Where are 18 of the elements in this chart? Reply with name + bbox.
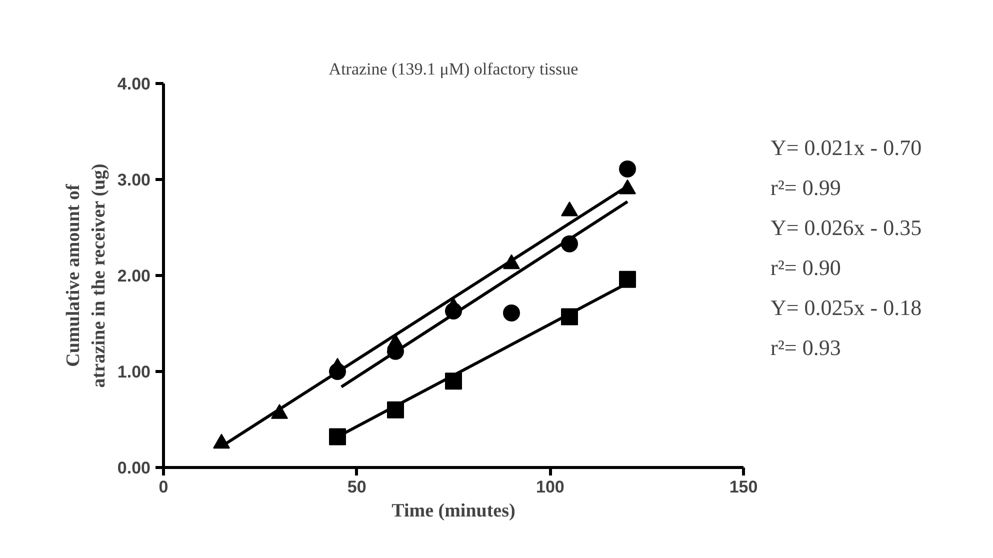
text: r²= 0.90	[770, 255, 841, 280]
y-tick-label: 4.00	[117, 74, 151, 94]
text: r²= 0.93	[770, 335, 841, 360]
x-axis-title: Time (minutes)	[392, 500, 516, 522]
x-tick-label: 150	[729, 478, 758, 496]
text: Y= 0.025x - 0.18	[770, 295, 922, 320]
x-tick-label: 0	[158, 478, 168, 496]
chart-title: Atrazine (139.1 μM) olfactory tissue	[328, 60, 578, 78]
x-tick-label: 100	[536, 478, 564, 496]
y-tick-label: 0.00	[117, 458, 151, 478]
y-tick-label: 3.00	[117, 170, 151, 190]
y-tick-label: 1.00	[117, 362, 151, 382]
text: Y= 0.026x - 0.35	[770, 215, 922, 240]
y-tick-label: 2.00	[117, 266, 151, 286]
text: Y= 0.021x - 0.70	[770, 135, 922, 160]
y-axis-title: Cumulative amount of atrazine in the receiver (ug)	[63, 164, 110, 388]
text: r²= 0.99	[770, 175, 841, 200]
x-tick-label: 50	[347, 478, 366, 496]
